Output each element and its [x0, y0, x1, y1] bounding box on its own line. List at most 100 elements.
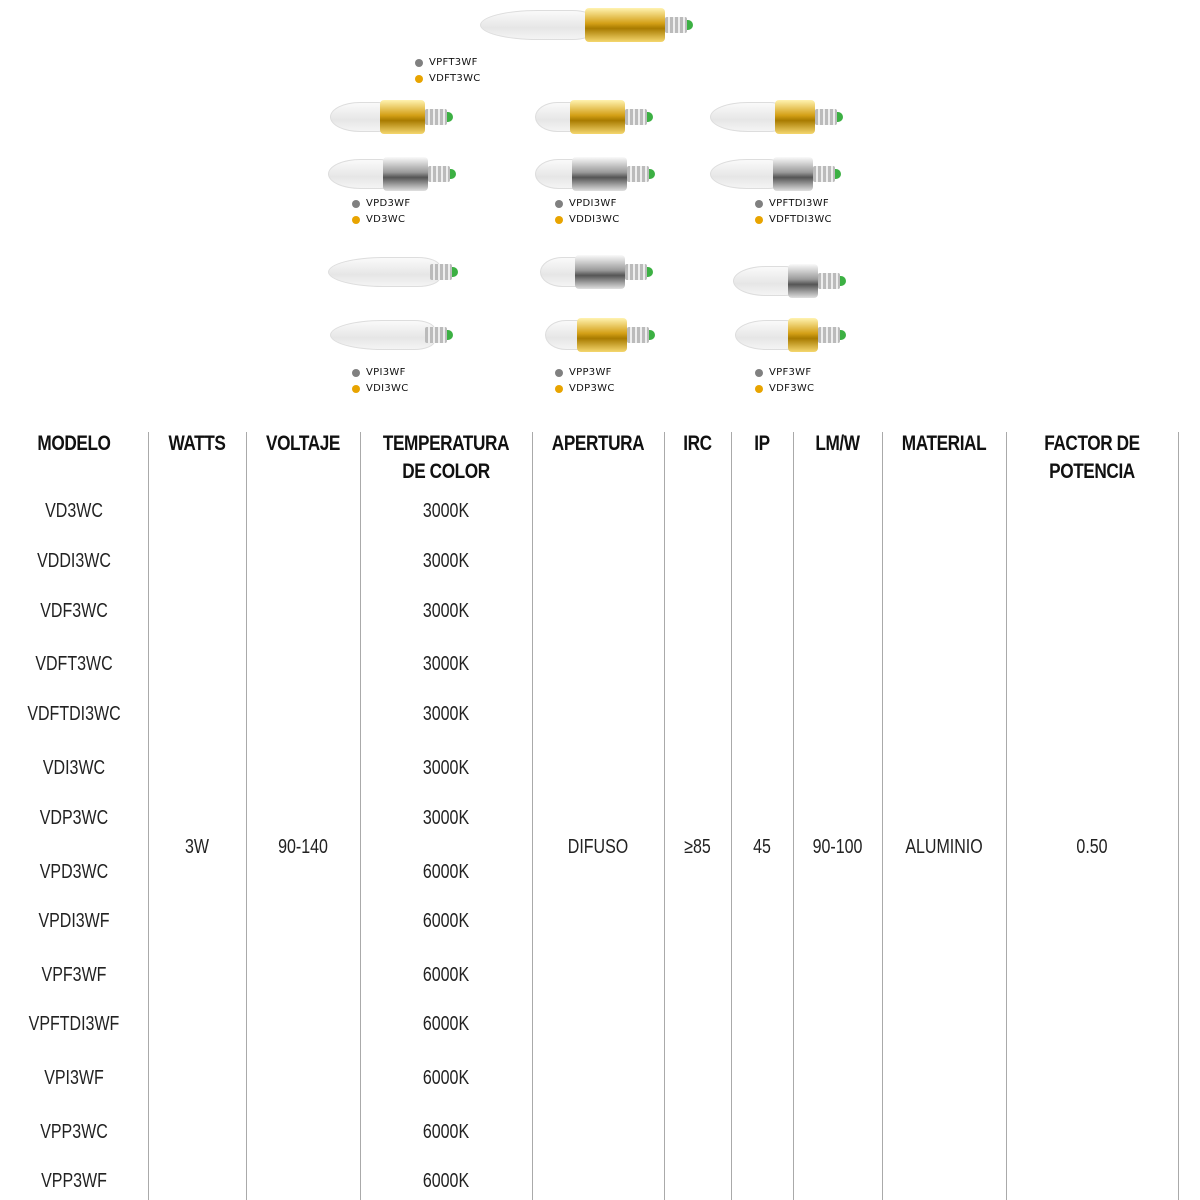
- product-code-cool: VPI3WF: [352, 367, 406, 378]
- column-header: APERTURA: [551, 432, 645, 455]
- bulb-image: [330, 318, 455, 352]
- model-cell: VPP3WC: [40, 1121, 108, 1143]
- model-cell: VPD3WC: [39, 861, 109, 883]
- warm-dot-icon: [352, 384, 360, 393]
- product-code-warm: VDI3WC: [352, 383, 409, 394]
- product-code: VPDI3WF: [569, 198, 617, 209]
- bulb-image: [535, 100, 655, 134]
- warm-dot-icon: [352, 215, 360, 224]
- warm-dot-icon: [415, 74, 423, 83]
- cool-dot-icon: [415, 58, 423, 67]
- factor-cell: 0.50: [1076, 836, 1108, 858]
- column-divider: [360, 432, 361, 1200]
- model-cell: VDP3WC: [39, 807, 109, 829]
- column-header: IP: [754, 432, 770, 455]
- column-header: IRC: [683, 432, 712, 455]
- product-code-warm: VDDI3WC: [555, 214, 620, 225]
- column-divider: [793, 432, 794, 1200]
- bulb-image: [540, 255, 655, 289]
- bulb-image: [735, 318, 848, 352]
- warm-dot-icon: [755, 384, 763, 393]
- bulb-image: [733, 264, 848, 298]
- column-header: FACTOR DE POTENCIA: [1044, 432, 1140, 483]
- voltaje-cell: 90-140: [278, 836, 328, 858]
- product-code: VDFT3WC: [429, 73, 481, 84]
- lmw-cell: 90-100: [812, 836, 863, 858]
- model-cell: VPP3WF: [41, 1170, 107, 1192]
- color-temp-cell: 6000K: [422, 964, 470, 986]
- apertura-cell: DIFUSO: [567, 836, 629, 858]
- color-temp-cell: 3000K: [422, 757, 470, 779]
- product-code: VDDI3WC: [569, 214, 620, 225]
- model-cell: VD3WC: [45, 500, 103, 522]
- product-code: VDI3WC: [366, 383, 409, 394]
- product-code: VPF3WF: [769, 367, 812, 378]
- cool-dot-icon: [352, 199, 360, 208]
- model-cell: VPFTDI3WF: [28, 1013, 120, 1035]
- column-divider: [1178, 432, 1179, 1200]
- column-header: MATERIAL: [901, 432, 987, 455]
- product-code: VPD3WF: [366, 198, 411, 209]
- material-cell: ALUMINIO: [905, 836, 983, 858]
- product-code-warm: VDP3WC: [555, 383, 615, 394]
- product-code: VPFT3WF: [429, 57, 478, 68]
- color-temp-cell: 6000K: [422, 861, 470, 883]
- color-temp-cell: 3000K: [422, 550, 470, 572]
- color-temp-cell: 6000K: [422, 1121, 470, 1143]
- watts-cell: 3W: [185, 836, 209, 858]
- product-code-warm: VD3WC: [352, 214, 405, 225]
- product-code: VDFTDI3WC: [769, 214, 832, 225]
- product-code-cool: VPP3WF: [555, 367, 612, 378]
- column-header: TEMPERATURA DE COLOR: [382, 432, 510, 483]
- model-cell: VDFT3WC: [35, 653, 113, 675]
- cool-dot-icon: [352, 368, 360, 377]
- product-code-cool: VPD3WF: [352, 198, 410, 209]
- product-code-warm: VDFTDI3WC: [755, 214, 832, 225]
- product-code-cool: VPDI3WF: [555, 198, 617, 209]
- column-divider: [246, 432, 247, 1200]
- column-divider: [148, 432, 149, 1200]
- model-cell: VPF3WF: [41, 964, 107, 986]
- product-code: VDP3WC: [569, 383, 615, 394]
- model-cell: VDI3WC: [42, 757, 106, 779]
- model-cell: VDFTDI3WC: [27, 703, 121, 725]
- color-temp-cell: 6000K: [422, 1013, 470, 1035]
- color-temp-cell: 3000K: [422, 653, 470, 675]
- bulb-image: [535, 157, 657, 191]
- color-temp-cell: 6000K: [422, 1067, 470, 1089]
- cool-dot-icon: [555, 199, 563, 208]
- cool-dot-icon: [555, 368, 563, 377]
- bulb-image: [710, 100, 845, 134]
- column-header: MODELO: [37, 432, 111, 455]
- warm-dot-icon: [755, 215, 763, 224]
- product-code: VPP3WF: [569, 367, 612, 378]
- model-cell: VDF3WC: [40, 600, 108, 622]
- column-divider: [882, 432, 883, 1200]
- cool-dot-icon: [755, 368, 763, 377]
- color-temp-cell: 3000K: [422, 703, 470, 725]
- bulb-image: [710, 157, 843, 191]
- column-divider: [532, 432, 533, 1200]
- product-code-warm: VDFT3WC: [415, 73, 481, 84]
- color-temp-cell: 6000K: [422, 910, 470, 932]
- product-code: VPFTDI3WF: [769, 198, 829, 209]
- bulb-image: [328, 255, 460, 289]
- product-code-cool: VPFTDI3WF: [755, 198, 829, 209]
- irc-cell: ≥85: [684, 836, 711, 858]
- warm-dot-icon: [555, 215, 563, 224]
- bulb-image: [330, 100, 455, 134]
- product-code: VD3WC: [366, 214, 406, 225]
- color-temp-cell: 3000K: [422, 807, 470, 829]
- model-cell: VPI3WF: [44, 1067, 104, 1089]
- cool-dot-icon: [755, 199, 763, 208]
- column-divider: [664, 432, 665, 1200]
- product-code-cool: VPF3WF: [755, 367, 811, 378]
- color-temp-cell: 6000K: [422, 1170, 470, 1192]
- bulb-image: [545, 318, 657, 352]
- bulb-image: [480, 8, 695, 42]
- column-header: VOLTAJE: [265, 432, 340, 455]
- column-divider: [1006, 432, 1007, 1200]
- ip-cell: 45: [753, 836, 771, 858]
- warm-dot-icon: [555, 384, 563, 393]
- column-header: LM/W: [815, 432, 860, 455]
